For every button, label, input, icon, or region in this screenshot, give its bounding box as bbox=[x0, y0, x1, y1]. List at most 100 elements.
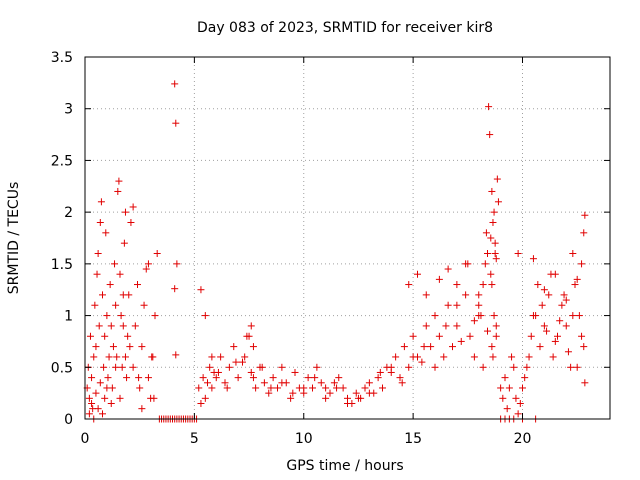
data-point bbox=[492, 332, 500, 340]
data-point bbox=[206, 363, 214, 371]
data-point bbox=[134, 281, 141, 289]
data-point bbox=[116, 394, 124, 402]
data-point bbox=[96, 379, 104, 387]
data-point bbox=[150, 394, 158, 402]
data-point bbox=[512, 394, 520, 402]
data-point bbox=[88, 374, 96, 382]
data-point bbox=[510, 363, 518, 371]
data-point bbox=[554, 332, 561, 340]
data-point bbox=[490, 312, 498, 320]
data-point bbox=[562, 322, 570, 330]
data-point bbox=[462, 260, 470, 268]
data-point bbox=[239, 358, 246, 366]
data-point bbox=[269, 374, 277, 382]
data-point bbox=[173, 260, 181, 268]
data-point bbox=[516, 399, 524, 407]
data-point bbox=[573, 275, 581, 283]
data-point bbox=[217, 353, 225, 361]
data-point bbox=[112, 301, 120, 309]
data-point bbox=[569, 312, 577, 320]
data-point bbox=[409, 332, 417, 340]
data-point bbox=[486, 131, 494, 139]
data-point bbox=[545, 291, 553, 299]
data-point bbox=[374, 374, 382, 382]
data-point bbox=[274, 384, 281, 392]
data-point bbox=[214, 368, 222, 376]
data-point bbox=[330, 379, 338, 387]
data-point bbox=[529, 312, 537, 320]
data-point bbox=[225, 363, 233, 371]
data-point bbox=[115, 177, 123, 185]
data-point bbox=[514, 250, 522, 258]
data-point bbox=[379, 384, 386, 392]
data-point bbox=[540, 322, 548, 330]
data-point bbox=[151, 312, 159, 320]
data-point bbox=[197, 286, 205, 294]
y-tick-label: 1 bbox=[64, 309, 73, 325]
data-point bbox=[333, 384, 341, 392]
data-point bbox=[109, 343, 117, 351]
data-point bbox=[208, 353, 216, 361]
data-point bbox=[525, 353, 533, 361]
data-point bbox=[431, 312, 439, 320]
data-point bbox=[86, 332, 94, 340]
data-point bbox=[223, 384, 231, 392]
data-point bbox=[475, 301, 483, 309]
data-point bbox=[492, 255, 500, 263]
data-point bbox=[252, 384, 260, 392]
data-point bbox=[564, 348, 572, 356]
data-point bbox=[534, 281, 542, 289]
data-point bbox=[444, 265, 452, 273]
data-point bbox=[529, 255, 537, 263]
data-point bbox=[580, 229, 588, 237]
data-point bbox=[551, 337, 559, 345]
data-point bbox=[514, 410, 522, 418]
data-point bbox=[258, 363, 266, 371]
data-point bbox=[536, 343, 544, 351]
x-axis-title: GPS time / hours bbox=[286, 458, 403, 474]
data-point bbox=[435, 275, 443, 283]
data-point bbox=[102, 229, 110, 237]
data-point bbox=[123, 374, 131, 382]
data-point bbox=[232, 358, 240, 366]
data-point bbox=[339, 384, 347, 392]
y-tick-label: 0 bbox=[64, 412, 73, 428]
data-point bbox=[96, 218, 104, 226]
data-point bbox=[503, 405, 511, 413]
data-point bbox=[247, 322, 255, 330]
data-point bbox=[558, 301, 566, 309]
data-point bbox=[427, 343, 435, 351]
plot-frame bbox=[84, 56, 611, 420]
data-point bbox=[106, 281, 114, 289]
data-point bbox=[313, 363, 321, 371]
data-point bbox=[489, 353, 497, 361]
data-point bbox=[398, 379, 406, 387]
data-point bbox=[387, 363, 395, 371]
data-point bbox=[470, 353, 478, 361]
data-point bbox=[491, 239, 499, 247]
data-point bbox=[501, 374, 509, 382]
data-point bbox=[414, 270, 421, 278]
data-point bbox=[112, 363, 120, 371]
data-point bbox=[129, 203, 137, 211]
data-point bbox=[487, 234, 495, 242]
data-point bbox=[449, 343, 456, 351]
data-point bbox=[453, 322, 461, 330]
data-point bbox=[322, 384, 330, 392]
y-tick-label: 1.5 bbox=[51, 257, 73, 273]
data-point bbox=[540, 286, 548, 294]
data-point bbox=[201, 394, 209, 402]
data-point bbox=[482, 229, 490, 237]
data-point bbox=[85, 394, 93, 402]
data-point bbox=[171, 80, 179, 88]
data-point bbox=[580, 343, 588, 351]
data-point bbox=[392, 353, 400, 361]
data-point bbox=[538, 301, 546, 309]
data-point bbox=[365, 379, 373, 387]
data-point bbox=[278, 363, 286, 371]
data-point bbox=[126, 343, 134, 351]
data-point bbox=[99, 291, 106, 299]
data-point bbox=[113, 353, 121, 361]
data-point bbox=[488, 343, 496, 351]
data-point bbox=[521, 374, 529, 382]
